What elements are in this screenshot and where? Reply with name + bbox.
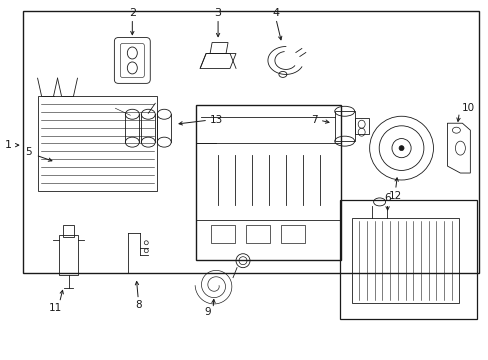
Bar	[22, 12, 478, 273]
Text: 4: 4	[272, 8, 279, 18]
Ellipse shape	[398, 146, 403, 150]
Bar	[62, 225, 74, 237]
Text: 11: 11	[49, 302, 62, 312]
Text: 13: 13	[210, 115, 223, 125]
Text: 1: 1	[5, 140, 12, 150]
Text: 12: 12	[388, 191, 401, 201]
Text: 9: 9	[204, 307, 211, 318]
Text: 7: 7	[310, 115, 317, 125]
Text: 10: 10	[461, 103, 473, 113]
Text: 3: 3	[214, 8, 221, 18]
Text: 5: 5	[25, 147, 32, 157]
Bar	[59, 235, 78, 275]
Text: 2: 2	[128, 8, 136, 18]
Bar	[211, 225, 235, 243]
Text: 8: 8	[135, 300, 142, 310]
Text: 6: 6	[384, 193, 390, 203]
Bar	[354, 118, 368, 134]
Bar	[245, 225, 269, 243]
Bar	[334, 111, 354, 141]
Bar	[339, 200, 476, 319]
Bar	[196, 105, 340, 260]
Bar	[280, 225, 304, 243]
